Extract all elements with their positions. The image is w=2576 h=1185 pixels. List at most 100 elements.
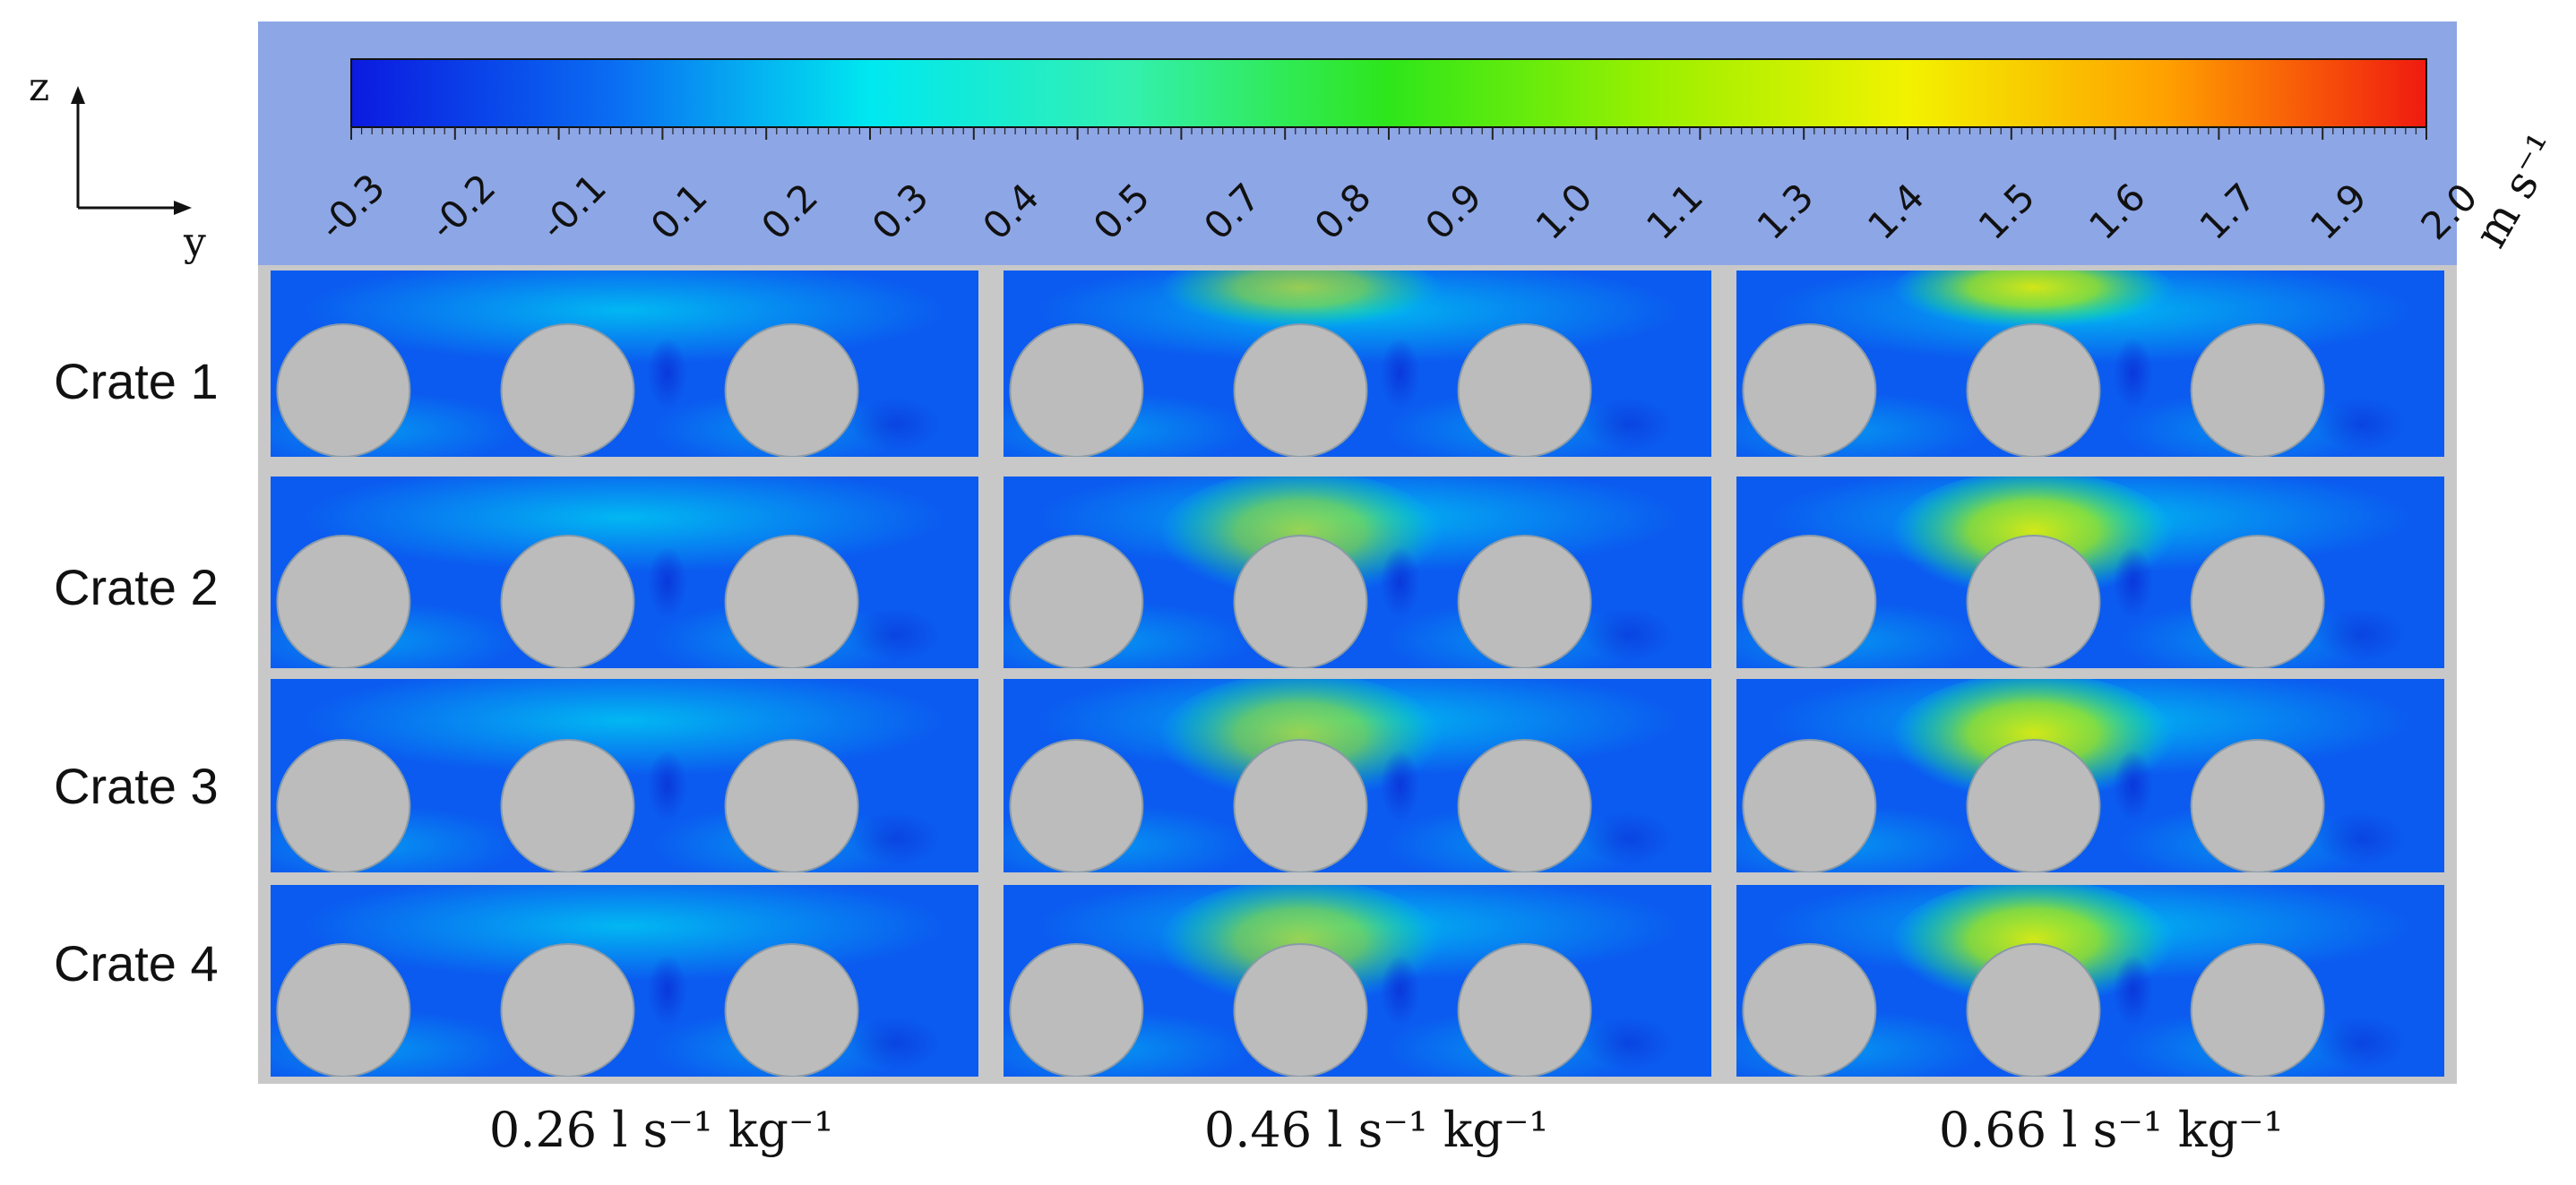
cylinder <box>1742 739 1877 873</box>
colorbar-bar <box>350 58 2427 128</box>
high-velocity-region <box>1158 269 1443 334</box>
cylinder <box>276 739 411 873</box>
low-velocity-region <box>2315 1016 2406 1070</box>
panel-border <box>1000 675 1715 876</box>
low-velocity-region <box>1582 607 1673 662</box>
cylinder <box>1233 535 1368 669</box>
cylinder <box>1009 535 1144 669</box>
low-velocity-region <box>849 397 940 451</box>
low-velocity-region <box>2315 397 2406 451</box>
panel-border <box>1000 267 1715 460</box>
contour-panel <box>1733 267 2448 460</box>
cylinder <box>1009 739 1144 873</box>
cylinder <box>500 739 635 873</box>
low-velocity-region <box>1380 954 1420 1026</box>
colorbar-unit-label: m s⁻¹ <box>2464 125 2570 256</box>
cylinder <box>1966 739 2101 873</box>
contour-panel <box>1733 675 2448 876</box>
cylinder <box>1966 535 2101 669</box>
contour-panel <box>267 675 982 876</box>
cylinder <box>276 943 411 1078</box>
cylinder <box>276 535 411 669</box>
contour-panel <box>1733 473 2448 672</box>
flow-region <box>304 475 945 572</box>
cylinder <box>724 535 859 669</box>
axis-indicator: z y <box>29 64 206 265</box>
panel-border <box>267 267 982 460</box>
panel-border <box>267 675 982 876</box>
flow-region <box>304 883 945 981</box>
row-labels: Crate 1 Crate 2 Crate 3 Crate 4 <box>54 353 219 992</box>
z-axis-label: z <box>29 64 49 110</box>
cylinder <box>1742 943 1877 1078</box>
flow-region <box>304 269 945 364</box>
panel-border <box>1733 881 2448 1080</box>
low-velocity-region <box>647 545 687 618</box>
cylinder <box>500 943 635 1078</box>
low-velocity-region <box>2113 337 2153 409</box>
row-label-crate-3: Crate 3 <box>54 758 219 814</box>
colorbar: -0.3 -0.2 -0.1 0.1 0.2 0.3 0.4 0.5 0.7 0.8 0.9 1.0 1… <box>258 21 2570 265</box>
cylinder <box>1966 943 2101 1078</box>
low-velocity-region <box>1380 750 1420 821</box>
cylinder <box>2190 739 2325 873</box>
low-velocity-region <box>1582 1016 1673 1070</box>
low-velocity-region <box>2113 545 2153 618</box>
panel-border <box>1733 675 2448 876</box>
cylinder <box>1457 943 1592 1078</box>
low-velocity-region <box>647 750 687 821</box>
low-velocity-region <box>1582 811 1673 866</box>
cylinder <box>724 739 859 873</box>
cylinder <box>2190 535 2325 669</box>
low-velocity-region <box>1582 397 1673 451</box>
panel-border <box>1000 881 1715 1080</box>
low-velocity-region <box>1380 545 1420 618</box>
contour-panel <box>1000 675 1715 876</box>
colorbar-minor-ticks <box>350 127 2427 140</box>
column-label-flow-3: 0.66 l s⁻¹ kg⁻¹ <box>1939 1102 2283 1158</box>
cylinder <box>2190 323 2325 458</box>
contour-panel <box>1000 473 1715 672</box>
y-axis-arrowhead <box>174 201 192 215</box>
row-label-crate-2: Crate 2 <box>54 559 219 615</box>
panel-border <box>1000 473 1715 672</box>
row-label-crate-4: Crate 4 <box>54 935 219 992</box>
low-velocity-region <box>2113 954 2153 1026</box>
low-velocity-region <box>647 337 687 409</box>
panel-border <box>267 473 982 672</box>
column-label-flow-1: 0.26 l s⁻¹ kg⁻¹ <box>489 1102 833 1158</box>
low-velocity-region <box>1380 337 1420 409</box>
low-velocity-region <box>2315 607 2406 662</box>
low-velocity-region <box>849 607 940 662</box>
cylinder <box>1966 323 2101 458</box>
row-label-crate-1: Crate 1 <box>54 353 219 409</box>
panel-border <box>1733 267 2448 460</box>
column-labels: 0.26 l s⁻¹ kg⁻¹ 0.46 l s⁻¹ kg⁻¹ 0.66 l s… <box>489 1102 2283 1158</box>
low-velocity-region <box>849 811 940 866</box>
cylinder <box>724 943 859 1078</box>
contour-panel <box>267 473 982 672</box>
cylinder <box>1457 535 1592 669</box>
cylinder <box>1742 323 1877 458</box>
flow-region <box>304 677 945 776</box>
cylinder <box>1233 943 1368 1078</box>
low-velocity-region <box>2113 750 2153 821</box>
low-velocity-region <box>647 954 687 1026</box>
high-velocity-region <box>1891 269 2176 334</box>
cylinder <box>2190 943 2325 1078</box>
column-label-flow-2: 0.46 l s⁻¹ kg⁻¹ <box>1204 1102 1548 1158</box>
low-velocity-region <box>2315 811 2406 866</box>
panel-border <box>1733 473 2448 672</box>
cylinder <box>1233 739 1368 873</box>
contour-panel <box>1000 881 1715 1080</box>
cylinder <box>1009 943 1144 1078</box>
contour-panels <box>267 267 2448 1080</box>
contour-panel <box>267 267 982 460</box>
cylinder <box>1457 323 1592 458</box>
cylinder <box>1233 323 1368 458</box>
cylinder <box>276 323 411 458</box>
y-axis-label: y <box>183 219 206 265</box>
panel-border <box>267 881 982 1080</box>
z-axis-arrowhead <box>71 86 85 104</box>
